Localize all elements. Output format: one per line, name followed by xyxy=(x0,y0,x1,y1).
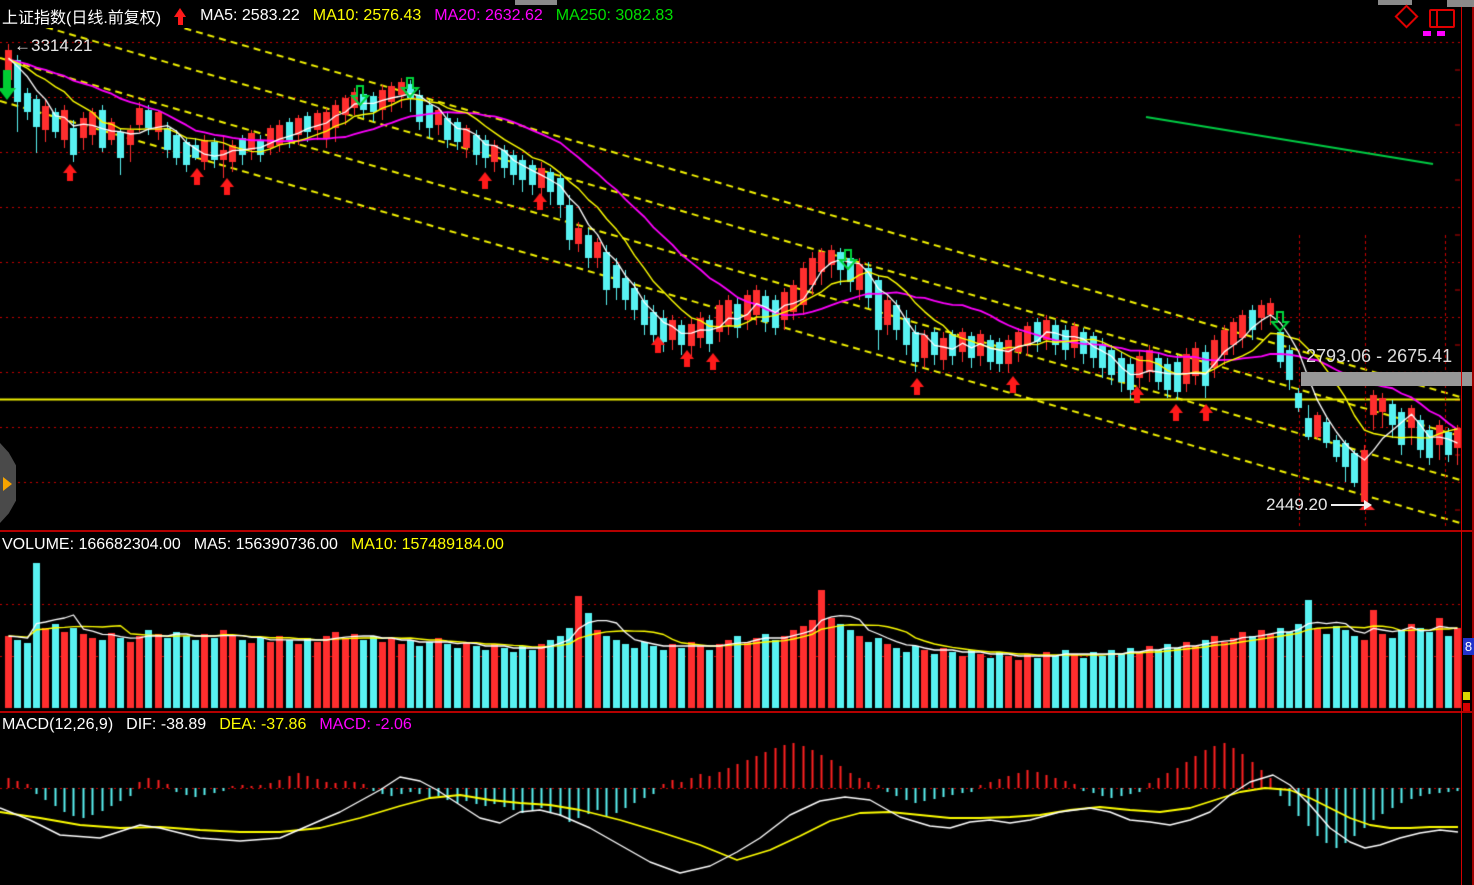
low-price-label: 2449.20 xyxy=(1266,495,1328,514)
top-strip xyxy=(1447,0,1474,7)
ma10-legend: MA10: 2576.43 xyxy=(312,7,422,24)
axis-label-fragment xyxy=(1463,692,1470,700)
price-axis-line xyxy=(1461,0,1462,885)
volume-value: VOLUME: 166682304.00 xyxy=(2,536,181,553)
ma250-legend: MA250: 3082.83 xyxy=(555,7,674,24)
volume-ma10: MA10: 157489184.00 xyxy=(350,536,504,553)
macd-value: MACD: -2.06 xyxy=(319,716,412,733)
peak-price-label: ←3314.21 xyxy=(14,36,93,55)
magenta-dot-icon xyxy=(1437,31,1445,36)
red-up-arrow-icon xyxy=(174,7,187,25)
gap-range-label: 2793.06 - 2675.41 xyxy=(1306,346,1453,366)
window-edge-line xyxy=(1472,0,1474,885)
ma5-legend: MA5: 2583.22 xyxy=(200,7,300,24)
symbol-title[interactable]: 上证指数(日线.前复权) xyxy=(2,10,162,27)
axis-label-fragment xyxy=(1463,703,1470,711)
top-strip xyxy=(515,0,557,5)
pane-separator xyxy=(0,530,1474,532)
pane-separator xyxy=(0,711,1474,713)
diamond-icon[interactable] xyxy=(1394,4,1419,29)
top-strip xyxy=(1378,0,1412,5)
volume-chart[interactable] xyxy=(0,553,1474,710)
low-pointer-arrow-icon xyxy=(1331,500,1373,510)
gap-zone-box xyxy=(1301,372,1474,386)
magenta-dot-icon xyxy=(1423,31,1431,36)
candlestick-chart[interactable] xyxy=(0,28,1474,530)
dif-value: DIF: -38.89 xyxy=(126,716,207,733)
axis-badge: 8 xyxy=(1463,638,1474,655)
low-price-callout: 2449.20 xyxy=(1266,495,1373,515)
volume-header: VOLUME: 166682304.00 MA5: 156390736.00 M… xyxy=(2,535,504,555)
macd-header: MACD(12,26,9) DIF: -38.89 DEA: -37.86 MA… xyxy=(2,715,412,735)
macd-name: MACD(12,26,9) xyxy=(2,716,114,733)
dea-value: DEA: -37.86 xyxy=(219,716,307,733)
ma20-legend: MA20: 2632.62 xyxy=(434,7,543,24)
window-icon[interactable] xyxy=(1429,9,1455,28)
macd-chart[interactable] xyxy=(0,733,1474,885)
main-chart-header: 上证指数(日线.前复权) MA5: 2583.22 MA10: 2576.43 … xyxy=(2,6,674,27)
volume-ma5: MA5: 156390736.00 xyxy=(193,536,338,553)
expand-right-icon[interactable] xyxy=(3,477,12,491)
